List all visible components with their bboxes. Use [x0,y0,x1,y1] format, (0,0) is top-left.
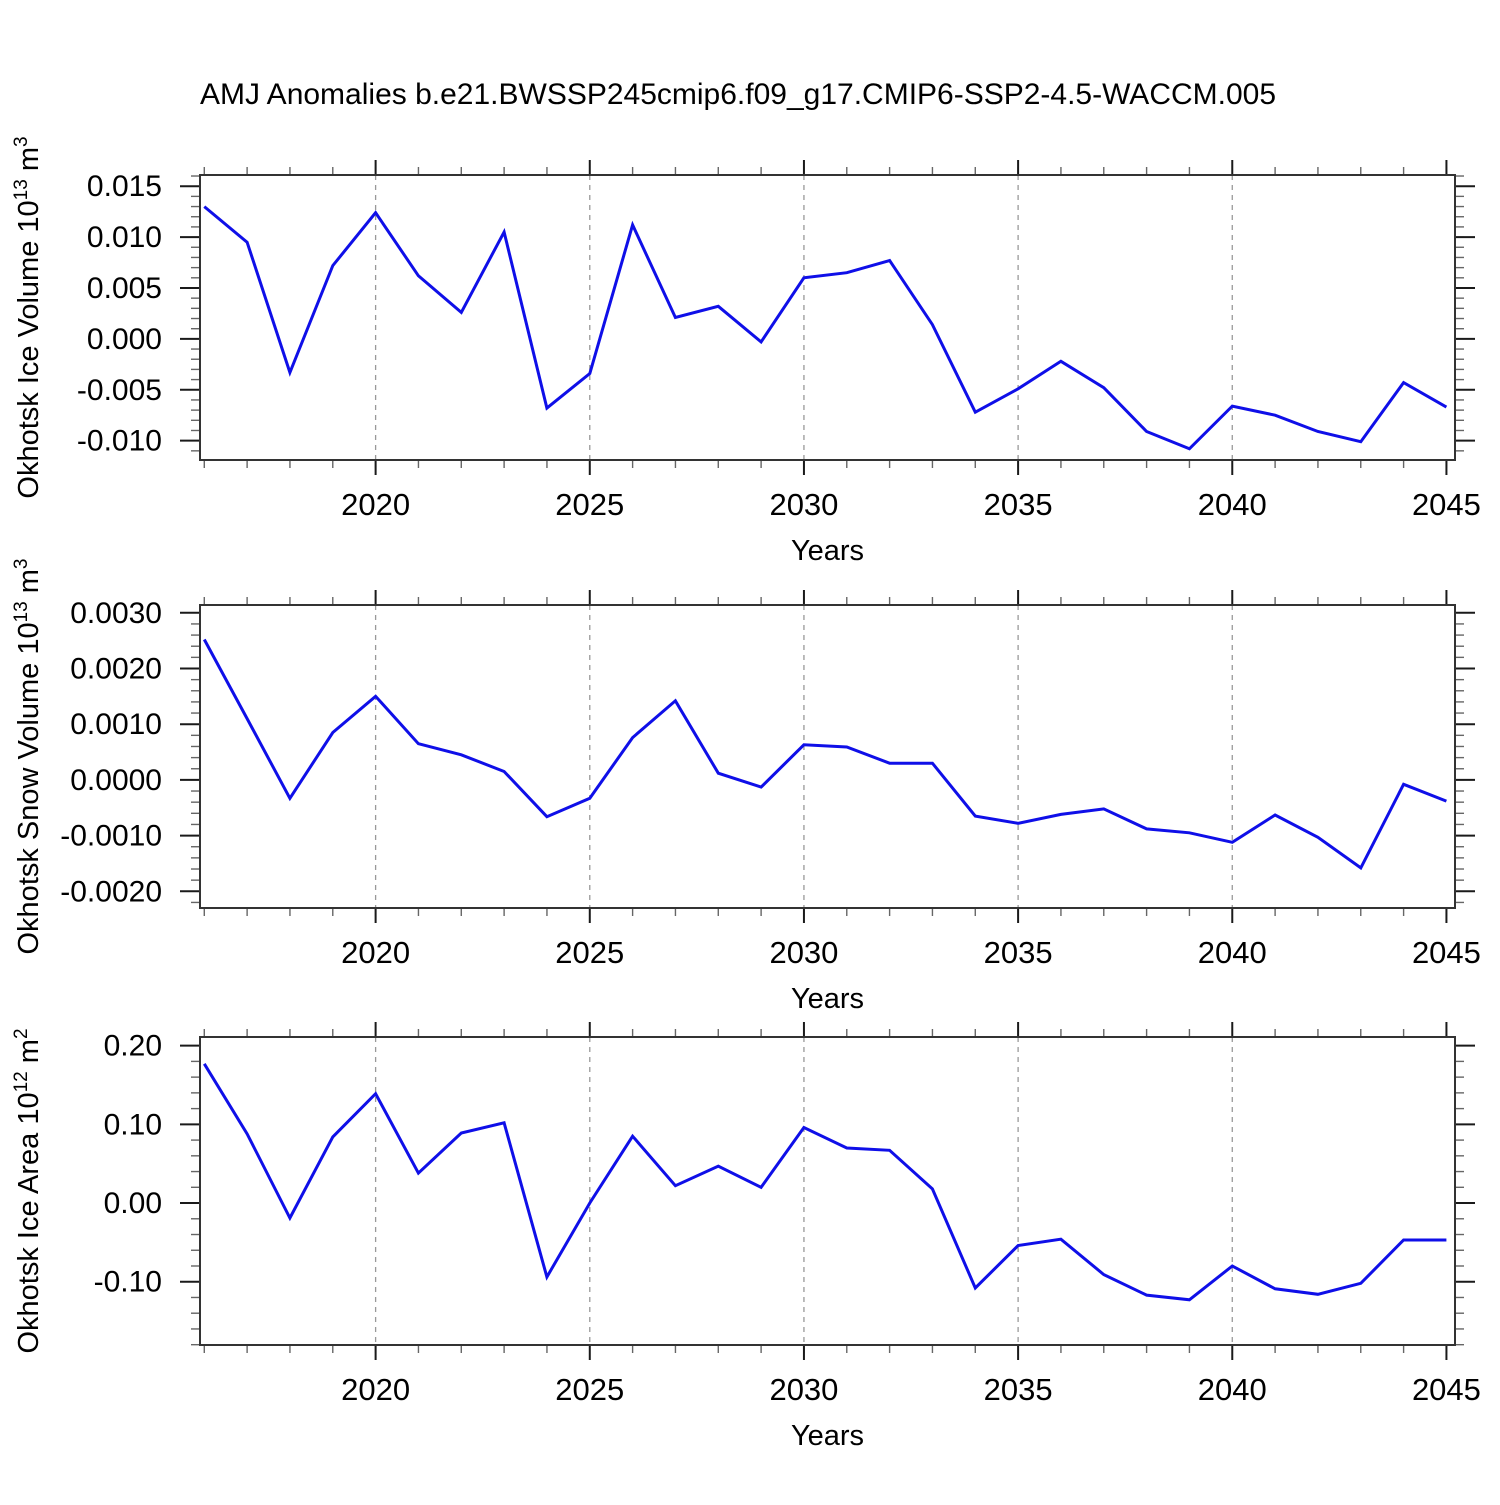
snow-volume-x-tick-label: 2030 [769,935,838,970]
snow-volume-y-tick-label: 0.0030 [70,597,162,630]
snow-volume-x-tick-label: 2025 [555,935,624,970]
ice-volume-y-tick-label: 0.010 [87,221,162,254]
snow-volume-y-axis-title: Okhotsk Snow Volume 1013 m3 [11,558,45,954]
snow-volume-x-tick-labels: 2020 2025 2030 2035 2040 2045 [341,935,1481,970]
snow-volume-y-tick-labels: 0.0030 0.0020 0.0010 0.0000 -0.0010 -0.0020 [60,597,162,908]
snow-volume-y-tick-label: -0.0020 [60,875,162,908]
snow-volume-minor-ticks [191,597,1464,916]
figure-title: AMJ Anomalies b.e21.BWSSP245cmip6.f09_g1… [200,78,1276,111]
ice-area-y-tick-label: 0.00 [104,1187,162,1220]
snow-volume-plot-frame [199,604,1456,909]
ice-area-x-tick-label: 2025 [555,1372,624,1407]
snow-volume-x-tick-label: 2020 [341,935,410,970]
snow-volume-y-tick-label: 0.0010 [70,708,162,741]
ice-volume-y-tick-label: -0.010 [77,425,162,458]
ice-area-plot-frame [199,1036,1456,1346]
ice-volume-y-axis-title: Okhotsk Ice Volume 1013 m3 [11,136,45,498]
ice-area-y-tick-label: 0.20 [104,1030,162,1063]
ice-volume-y-tick-label: -0.005 [77,374,162,407]
ice-volume-y-tick-label: 0.000 [87,323,162,356]
snow-volume-y-tick-label: -0.0010 [60,820,162,853]
ice-area-data-line [203,1063,1447,1302]
ice-area-x-tick-label: 2045 [1412,1372,1481,1407]
panel-ice-volume: 0.015 0.010 0.005 0.000 -0.005 -0.010 2020 2025… [11,136,1481,567]
ice-area-y-tick-label: -0.10 [94,1266,162,1299]
ice-area-major-ticks [180,1022,1475,1360]
snow-volume-major-ticks [180,590,1475,923]
ice-volume-x-tick-label: 2035 [984,487,1053,522]
snow-volume-x-tick-label: 2045 [1412,935,1481,970]
ice-area-x-tick-label: 2020 [341,1372,410,1407]
ice-volume-x-tick-label: 2030 [769,487,838,522]
ice-volume-major-ticks [180,160,1475,475]
ice-volume-x-tick-label: 2020 [341,487,410,522]
ice-volume-minor-ticks [191,167,1464,468]
snow-volume-x-tick-label: 2040 [1198,935,1267,970]
ice-area-gridlines [374,1037,1233,1345]
snow-volume-y-tick-label: 0.0000 [70,764,162,797]
snow-volume-data-line [202,638,1447,871]
ice-volume-plot-frame [199,174,1456,461]
ice-area-y-tick-labels: 0.20 0.10 0.00 -0.10 [94,1030,162,1299]
ice-volume-y-tick-label: 0.005 [87,272,162,305]
panel-snow-volume: 0.0030 0.0020 0.0010 0.0000 -0.0010 -0.0020 20… [11,558,1481,1015]
chart-panels: 0.015 0.010 0.005 0.000 -0.005 -0.010 2020 2025… [11,136,1481,1452]
ice-volume-data-line [203,205,1448,451]
snow-volume-x-axis-label: Years [791,983,864,1015]
ice-volume-y-tick-labels: 0.015 0.010 0.005 0.000 -0.005 -0.010 [77,170,162,457]
ice-volume-x-tick-labels: 2020 2025 2030 2035 2040 2045 [341,487,1481,522]
ice-area-x-axis-label: Years [791,1420,864,1452]
ice-volume-x-tick-label: 2045 [1412,487,1481,522]
ice-area-x-tick-label: 2035 [984,1372,1053,1407]
ice-volume-gridlines [374,175,1233,460]
snow-volume-x-tick-label: 2035 [984,935,1053,970]
panel-ice-area: 0.20 0.10 0.00 -0.10 2020 2025 2030 2035 2040 204… [11,1022,1481,1452]
snow-volume-gridlines [374,605,1233,908]
ice-area-x-tick-labels: 2020 2025 2030 2035 2040 2045 [341,1372,1481,1407]
ice-volume-x-tick-label: 2040 [1198,487,1267,522]
ice-volume-x-tick-label: 2025 [555,487,624,522]
ice-area-minor-ticks [191,1029,1464,1353]
ice-area-x-tick-label: 2040 [1198,1372,1267,1407]
ice-area-y-axis-title: Okhotsk Ice Area 1012 m2 [11,1028,45,1353]
ice-area-x-tick-label: 2030 [769,1372,838,1407]
ice-volume-y-tick-label: 0.015 [87,170,162,203]
snow-volume-y-tick-label: 0.0020 [70,652,162,685]
ice-volume-x-axis-label: Years [791,535,864,567]
ice-area-y-tick-label: 0.10 [104,1108,162,1141]
